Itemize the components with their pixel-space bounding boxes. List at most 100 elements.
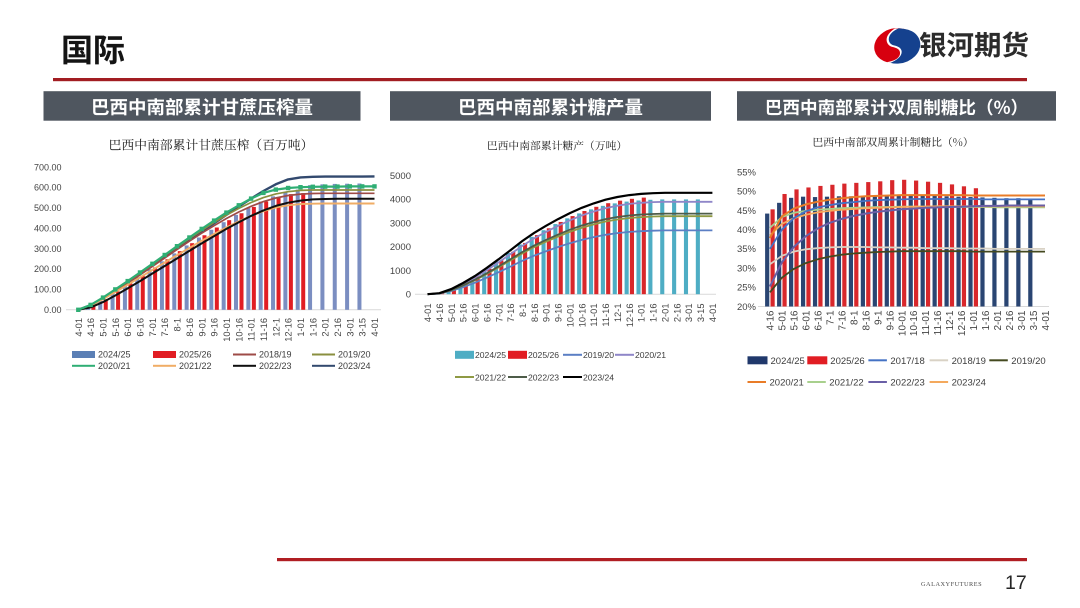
svg-text:4-01: 4-01 xyxy=(74,318,84,337)
svg-text:17: 17 xyxy=(1005,572,1027,594)
svg-text:8-1: 8-1 xyxy=(849,310,860,325)
svg-text:7-16: 7-16 xyxy=(506,304,516,323)
svg-text:11-16: 11-16 xyxy=(601,304,611,327)
svg-text:2-16: 2-16 xyxy=(672,304,682,323)
svg-text:9-1: 9-1 xyxy=(873,310,884,325)
svg-text:55%: 55% xyxy=(737,167,757,178)
svg-text:3000: 3000 xyxy=(390,218,411,229)
svg-text:8-16: 8-16 xyxy=(185,318,195,337)
svg-text:500.00: 500.00 xyxy=(34,203,62,213)
svg-text:6-16: 6-16 xyxy=(814,310,825,330)
svg-text:5-16: 5-16 xyxy=(459,304,469,323)
svg-text:11-01: 11-01 xyxy=(589,304,599,327)
svg-text:1-16: 1-16 xyxy=(308,318,318,337)
svg-text:2-16: 2-16 xyxy=(333,318,343,337)
svg-text:600.00: 600.00 xyxy=(34,183,62,193)
svg-text:2018/19: 2018/19 xyxy=(952,356,986,367)
svg-text:2017/18: 2017/18 xyxy=(890,356,924,367)
svg-text:1-01: 1-01 xyxy=(296,318,306,337)
svg-text:2-01: 2-01 xyxy=(993,310,1004,330)
svg-text:5-01: 5-01 xyxy=(99,318,109,337)
svg-text:7-1: 7-1 xyxy=(826,310,837,325)
svg-text:2022/23: 2022/23 xyxy=(890,378,924,389)
svg-text:4-01: 4-01 xyxy=(708,304,718,323)
svg-text:10-01: 10-01 xyxy=(565,304,575,328)
svg-text:4-16: 4-16 xyxy=(435,304,445,323)
svg-text:30%: 30% xyxy=(737,263,757,274)
svg-text:35%: 35% xyxy=(737,244,757,255)
svg-text:10-16: 10-16 xyxy=(909,310,920,336)
svg-text:11-16: 11-16 xyxy=(259,318,269,341)
svg-text:1-16: 1-16 xyxy=(981,310,992,330)
svg-text:2020/21: 2020/21 xyxy=(98,361,131,371)
svg-text:1-01: 1-01 xyxy=(637,304,647,323)
svg-text:1000: 1000 xyxy=(390,266,411,277)
svg-text:2024/25: 2024/25 xyxy=(771,356,805,367)
svg-text:100.00: 100.00 xyxy=(34,285,62,295)
svg-text:25%: 25% xyxy=(737,283,757,294)
svg-text:12-16: 12-16 xyxy=(625,304,635,328)
svg-text:7-01: 7-01 xyxy=(494,304,504,323)
svg-text:2022/23: 2022/23 xyxy=(528,372,559,382)
svg-text:5-16: 5-16 xyxy=(111,318,121,337)
svg-text:8-1: 8-1 xyxy=(173,318,183,331)
svg-text:3-01: 3-01 xyxy=(684,304,694,323)
svg-text:2023/24: 2023/24 xyxy=(583,372,614,382)
svg-text:2023/24: 2023/24 xyxy=(338,361,371,371)
svg-text:9-16: 9-16 xyxy=(210,318,220,337)
svg-text:2022/23: 2022/23 xyxy=(259,361,292,371)
svg-text:5-16: 5-16 xyxy=(790,310,801,330)
svg-text:4-01: 4-01 xyxy=(423,304,433,323)
svg-text:4-16: 4-16 xyxy=(766,310,777,330)
svg-text:6-01: 6-01 xyxy=(123,318,133,337)
svg-text:2021/22: 2021/22 xyxy=(179,361,212,371)
svg-text:10-01: 10-01 xyxy=(222,318,232,342)
svg-text:2-16: 2-16 xyxy=(1005,310,1016,330)
svg-text:2019/20: 2019/20 xyxy=(583,350,614,360)
svg-text:7-01: 7-01 xyxy=(148,318,158,337)
svg-text:12-1: 12-1 xyxy=(271,318,281,337)
svg-text:7-16: 7-16 xyxy=(837,310,848,330)
svg-text:2024/25: 2024/25 xyxy=(475,350,506,360)
svg-text:0: 0 xyxy=(406,290,411,301)
svg-text:12-16: 12-16 xyxy=(284,318,294,342)
svg-text:2021/22: 2021/22 xyxy=(475,372,506,382)
svg-text:8-16: 8-16 xyxy=(530,304,540,323)
svg-text:3-15: 3-15 xyxy=(1029,310,1040,330)
svg-text:6-01: 6-01 xyxy=(802,310,813,330)
svg-text:12-1: 12-1 xyxy=(613,304,623,323)
svg-text:2020/21: 2020/21 xyxy=(770,378,804,389)
svg-text:1-16: 1-16 xyxy=(649,304,659,323)
svg-text:2-01: 2-01 xyxy=(660,304,670,323)
svg-text:0.00: 0.00 xyxy=(44,305,62,315)
svg-text:4-01: 4-01 xyxy=(370,318,380,337)
svg-text:50%: 50% xyxy=(737,187,757,198)
svg-text:3-15: 3-15 xyxy=(696,304,706,323)
svg-text:8-16: 8-16 xyxy=(861,310,872,330)
svg-text:200.00: 200.00 xyxy=(34,264,62,274)
svg-text:40%: 40% xyxy=(737,225,757,236)
svg-text:2024/25: 2024/25 xyxy=(98,350,131,360)
svg-text:12-16: 12-16 xyxy=(957,310,968,336)
svg-text:10-16: 10-16 xyxy=(577,304,587,328)
svg-text:10-01: 10-01 xyxy=(897,310,908,336)
svg-text:2018/19: 2018/19 xyxy=(259,350,292,360)
svg-text:4000: 4000 xyxy=(390,195,411,206)
svg-text:11-01: 11-01 xyxy=(921,310,932,335)
svg-text:6-16: 6-16 xyxy=(482,304,492,323)
svg-text:6-16: 6-16 xyxy=(136,318,146,337)
svg-text:2000: 2000 xyxy=(390,242,411,253)
svg-text:2019/20: 2019/20 xyxy=(1011,356,1045,367)
svg-text:6-01: 6-01 xyxy=(471,304,481,323)
svg-text:GALAXYFUTURES: GALAXYFUTURES xyxy=(921,581,982,588)
svg-text:11-16: 11-16 xyxy=(933,310,944,335)
svg-text:2023/24: 2023/24 xyxy=(952,378,986,389)
svg-text:2020/21: 2020/21 xyxy=(635,350,666,360)
svg-text:7-16: 7-16 xyxy=(160,318,170,337)
svg-text:45%: 45% xyxy=(737,206,757,217)
svg-text:12-1: 12-1 xyxy=(945,310,956,330)
svg-text:11-01: 11-01 xyxy=(247,318,257,341)
svg-text:9-16: 9-16 xyxy=(554,304,564,323)
svg-text:3-01: 3-01 xyxy=(1017,310,1028,330)
svg-text:4-16: 4-16 xyxy=(86,318,96,337)
